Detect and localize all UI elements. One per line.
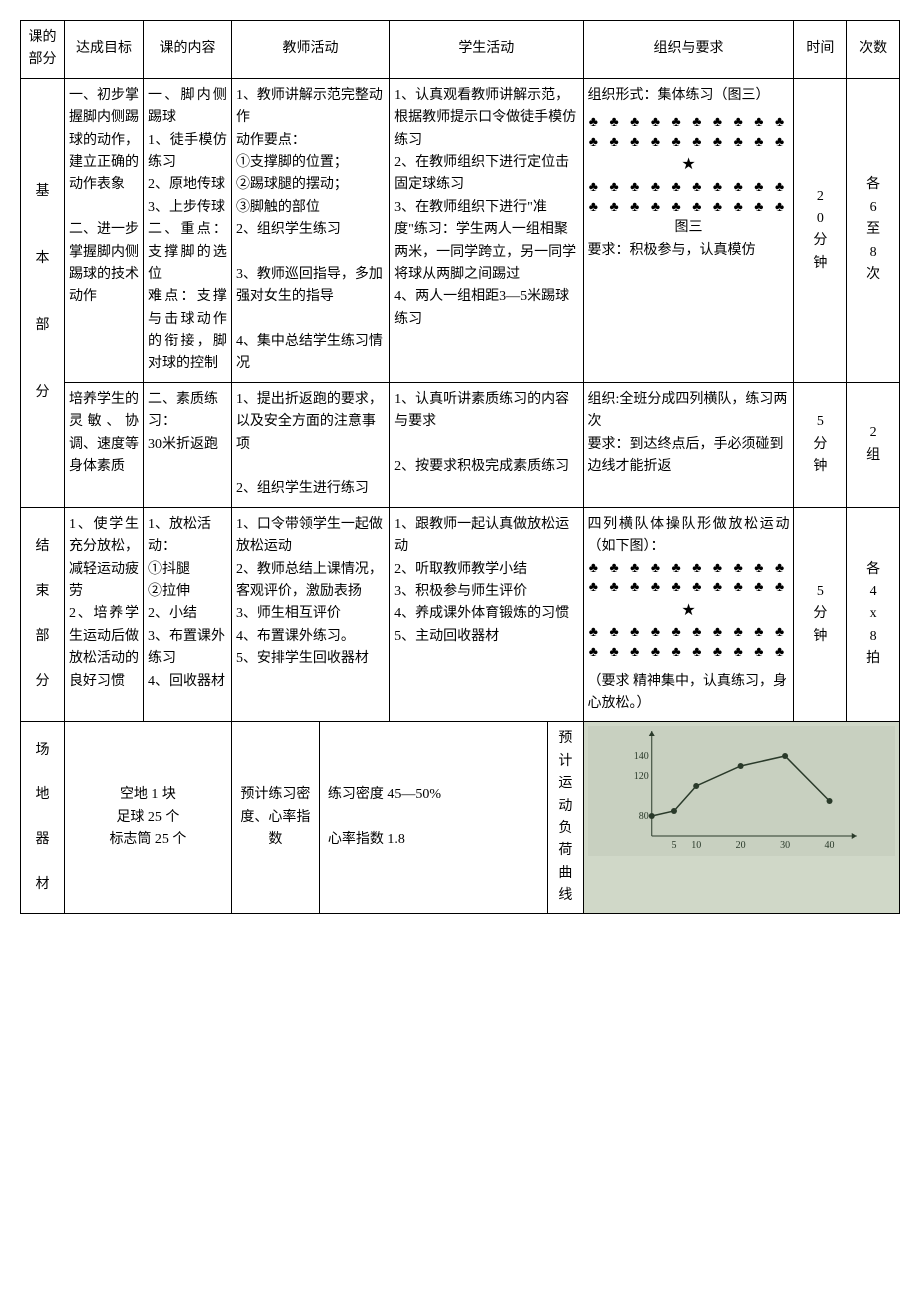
header-student: 学生活动 <box>390 21 583 79</box>
end-section-row: 结 束 部 分 1、使学生充分放松，减轻运动疲劳 2、培养学生运动后做放松活动的… <box>21 507 900 722</box>
equipment-list: 空地 1 块 足球 25 个 标志筒 25 个 <box>64 722 231 914</box>
org-requirement: 要求：积极参与，认真模仿 <box>588 240 790 262</box>
formation-line: ♣ ♣ ♣ ♣ ♣ ♣ ♣ ♣ ♣ ♣ <box>588 113 790 133</box>
header-goal: 达成目标 <box>64 21 143 79</box>
svg-text:120: 120 <box>633 771 648 782</box>
svg-text:80: 80 <box>638 811 648 822</box>
header-teacher: 教师活动 <box>231 21 389 79</box>
main-row2-content: 二、素质练习： 30米折返跑 <box>144 382 232 507</box>
svg-text:10: 10 <box>691 840 701 851</box>
formation-line: ♣ ♣ ♣ ♣ ♣ ♣ ♣ ♣ ♣ ♣ <box>588 559 790 579</box>
density-value: 练习密度 45—50% 心率指数 1.8 <box>319 722 548 914</box>
lesson-plan-table: 课的部分 达成目标 课的内容 教师活动 学生活动 组织与要求 时间 次数 基 本… <box>20 20 900 914</box>
svg-text:5: 5 <box>671 840 676 851</box>
main-row2-teacher: 1、提出折返跑的要求，以及安全方面的注意事项 2、组织学生进行练习 <box>231 382 389 507</box>
svg-text:40: 40 <box>824 840 834 851</box>
formation-line: ♣ ♣ ♣ ♣ ♣ ♣ ♣ ♣ ♣ ♣ <box>588 623 790 643</box>
main-row1-goal: 一、初步掌握脚内侧踢球的动作，建立正确的动作表象 二、进一步掌握脚内侧踢球的技术… <box>64 78 143 382</box>
chart-svg: 80 120 140 5 10 20 30 40 <box>588 726 896 856</box>
footer-row: 场 地 器 材 空地 1 块 足球 25 个 标志筒 25 个 预计练习密度、心… <box>21 722 900 914</box>
main-row1-teacher: 1、教师讲解示范完整动作 动作要点： ①支撑脚的位置； ②踢球腿的摆动； ③脚触… <box>231 78 389 382</box>
end-goal: 1、使学生充分放松，减轻运动疲劳 2、培养学生运动后做放松活动的良好习惯 <box>64 507 143 722</box>
curve-label: 预计运动负荷曲线 <box>548 722 583 914</box>
end-section-label: 结 束 部 分 <box>21 507 65 722</box>
formation-line: ♣ ♣ ♣ ♣ ♣ ♣ ♣ ♣ ♣ ♣ <box>588 178 790 198</box>
svg-text:140: 140 <box>633 751 648 762</box>
load-curve-chart: 80 120 140 5 10 20 30 40 <box>583 722 900 914</box>
main-section-row2: 培养学生的灵敏、协调、速度等身体素质 二、素质练习： 30米折返跑 1、提出折返… <box>21 382 900 507</box>
density-label: 预计练习密度、心率指数 <box>231 722 319 914</box>
org-title: 组织形式：集体练习（图三） <box>588 85 790 107</box>
main-row1-count: 各6至8次 <box>847 78 900 382</box>
main-row1-org: 组织形式：集体练习（图三） ♣ ♣ ♣ ♣ ♣ ♣ ♣ ♣ ♣ ♣ ♣ ♣ ♣ … <box>583 78 794 382</box>
main-row2-student: 1、认真听讲素质练习的内容与要求 2、按要求积极完成素质练习 <box>390 382 583 507</box>
main-row2-time: 5分钟 <box>794 382 847 507</box>
main-row1-content: 一、脚内侧踢球 1、徒手模仿练习 2、原地传球 3、上步传球 二、重点：支撑脚的… <box>144 78 232 382</box>
equipment-label: 场 地 器 材 <box>21 722 65 914</box>
end-org-req: （要求 精神集中，认真练习，身心放松。） <box>588 671 790 716</box>
header-content: 课的内容 <box>144 21 232 79</box>
svg-text:20: 20 <box>735 840 745 851</box>
header-count: 次数 <box>847 21 900 79</box>
main-section-row1: 基 本 部 分 一、初步掌握脚内侧踢球的动作，建立正确的动作表象 二、进一步掌握… <box>21 78 900 382</box>
formation-line: ♣ ♣ ♣ ♣ ♣ ♣ ♣ ♣ ♣ ♣ <box>588 643 790 663</box>
formation-star: ★ <box>588 598 790 624</box>
main-row2-goal: 培养学生的灵敏、协调、速度等身体素质 <box>64 382 143 507</box>
header-org: 组织与要求 <box>583 21 794 79</box>
end-count: 各4x8拍 <box>847 507 900 722</box>
header-section: 课的部分 <box>21 21 65 79</box>
main-section-label: 基 本 部 分 <box>21 78 65 507</box>
main-row1-student: 1、认真观看教师讲解示范，根据教师提示口令做徒手模仿练习 2、在教师组织下进行定… <box>390 78 583 382</box>
formation-line: ♣ ♣ ♣ ♣ ♣ ♣ ♣ ♣ ♣ ♣ <box>588 578 790 598</box>
formation-star: ★ <box>588 152 790 178</box>
end-teacher: 1、口令带领学生一起做放松运动 2、教师总结上课情况，客观评价，激励表扬 3、师… <box>231 507 389 722</box>
main-row1-time: 20分钟 <box>794 78 847 382</box>
header-row: 课的部分 达成目标 课的内容 教师活动 学生活动 组织与要求 时间 次数 <box>21 21 900 79</box>
svg-text:30: 30 <box>780 840 790 851</box>
end-content: 1、放松活动： ①抖腿 ②拉伸 2、小结 3、布置课外练习 4、回收器材 <box>144 507 232 722</box>
end-student: 1、跟教师一起认真做放松运动 2、听取教师教学小结 3、积极参与师生评价 4、养… <box>390 507 583 722</box>
end-time: 5分钟 <box>794 507 847 722</box>
org-caption: 图三 <box>588 217 790 239</box>
header-time: 时间 <box>794 21 847 79</box>
main-row2-org: 组织:全班分成四列横队，练习两次 要求：到达终点后，手必须碰到边线才能折返 <box>583 382 794 507</box>
end-org: 四列横队体操队形做放松运动（如下图）： ♣ ♣ ♣ ♣ ♣ ♣ ♣ ♣ ♣ ♣ … <box>583 507 794 722</box>
formation-line: ♣ ♣ ♣ ♣ ♣ ♣ ♣ ♣ ♣ ♣ <box>588 133 790 153</box>
main-row2-count: 2组 <box>847 382 900 507</box>
end-org-title: 四列横队体操队形做放松运动（如下图）： <box>588 514 790 559</box>
formation-line: ♣ ♣ ♣ ♣ ♣ ♣ ♣ ♣ ♣ ♣ <box>588 198 790 218</box>
